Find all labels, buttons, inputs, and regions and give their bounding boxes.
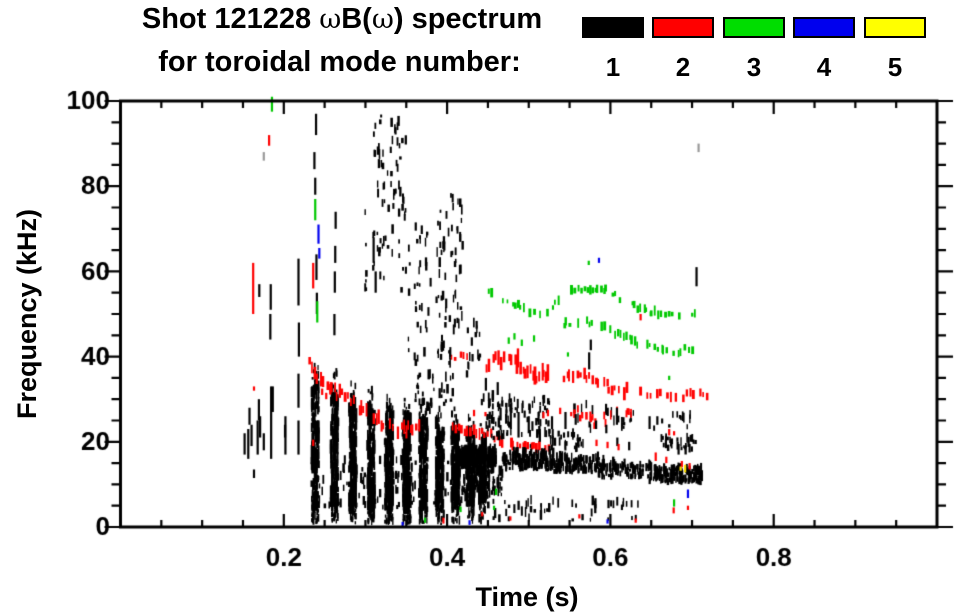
chart-subtitle: for toroidal mode number: bbox=[158, 46, 521, 78]
title-text: Shot 121228 bbox=[141, 3, 320, 35]
legend-swatch-mode5 bbox=[864, 17, 926, 38]
x-axis-title: Time (s) bbox=[475, 582, 579, 612]
legend-label-mode3: 3 bbox=[746, 52, 762, 82]
legend-label-mode2: 2 bbox=[675, 52, 691, 82]
legend-swatch-mode3 bbox=[723, 17, 785, 38]
omega-symbol: ω bbox=[319, 4, 342, 35]
title-text: B( bbox=[341, 3, 372, 35]
legend-swatch-mode4 bbox=[793, 17, 855, 38]
legend-swatch-mode1 bbox=[582, 17, 644, 38]
omega-symbol: ω bbox=[371, 4, 394, 35]
legend-label-mode1: 1 bbox=[605, 52, 621, 82]
title-text: ) spectrum bbox=[393, 3, 543, 35]
chart-title: Shot 121228 ωB(ω) spectrum bbox=[0, 3, 684, 36]
legend-label-mode5: 5 bbox=[887, 52, 903, 82]
legend-swatch-mode2 bbox=[652, 17, 714, 38]
legend-label-mode4: 4 bbox=[816, 52, 832, 82]
y-axis-title: Frequency (kHz) bbox=[12, 208, 42, 420]
